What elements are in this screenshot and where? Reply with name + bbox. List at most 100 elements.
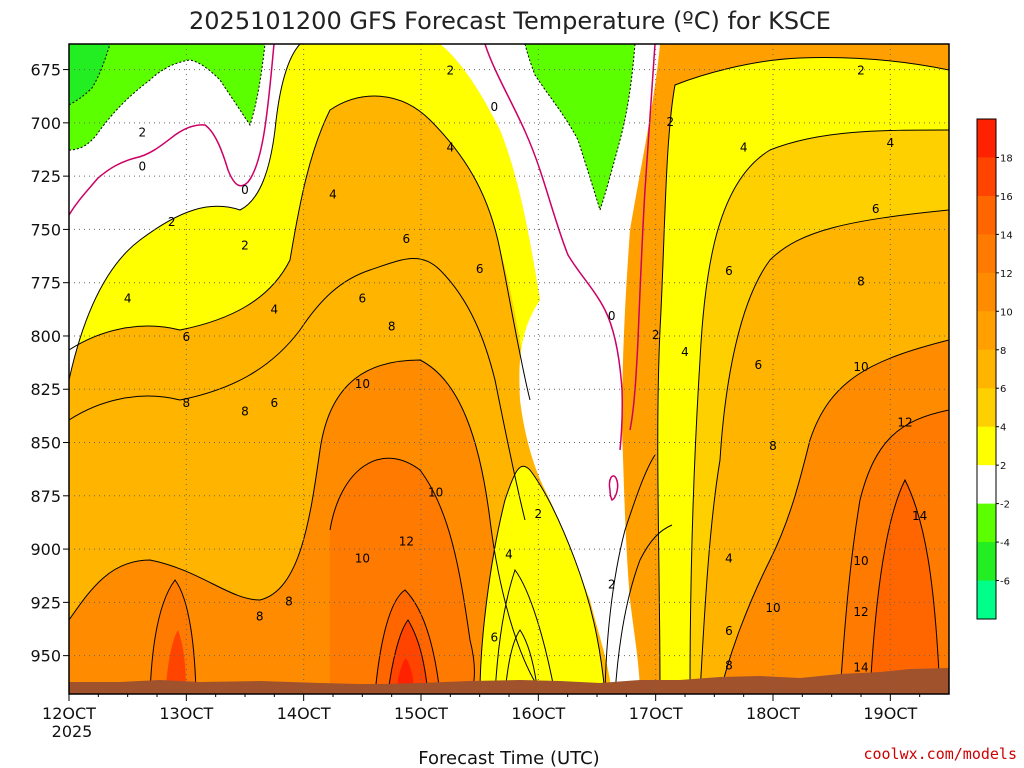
contour-label: 12 [897,415,912,429]
colorbar-tick-label: -6 [1000,577,1010,588]
y-axis: 675 700 725 750 775 800 825 850 875 900 925 950 [30,61,69,666]
contour-label: 14 [912,509,927,523]
freezing-line-center [484,44,623,451]
colorbar-tick-label: -4 [1000,538,1010,549]
x-axis-title: Forecast Time (UTC) [418,748,599,768]
colorbar-bin [977,388,996,428]
y-tick-label: 750 [30,220,61,239]
contour-label: 0 [139,160,147,174]
field-band-6-8-east [700,210,949,694]
x-axis: 12OCT 13OCT 14OCT 15OCT 16OCT 17OCT 18OCT 19OCT [42,694,921,723]
contour-line-12-east [869,478,941,694]
contour-label: 8 [725,658,733,672]
contour-label: 6 [183,330,191,344]
colorbar-tick-label: -2 [1000,500,1010,511]
colorbar-bin [977,349,996,389]
colorbar-tick-label: 4 [1000,423,1006,434]
contour-label: 4 [124,292,132,306]
y-tick-label: 775 [30,274,61,293]
contour-line-10-center [329,457,475,694]
contour-label: 0 [491,100,499,114]
contour-label: 4 [271,302,279,316]
x-tick-label: 12OCT [42,704,96,723]
contour-label: 8 [183,396,191,410]
contour-label: 2 [608,577,616,591]
contour-label: 4 [447,140,455,154]
contour-label: 4 [887,136,895,150]
contour-line-2-south [604,454,656,694]
contour-label: 8 [769,439,777,453]
x-tick-label: 15OCT [394,704,448,723]
colorbar-tick-label: 6 [1000,384,1006,395]
contour-label: 14 [853,660,868,674]
contour-label: 4 [329,187,337,201]
contour-label: 2 [652,328,660,342]
contour-label: 6 [403,232,411,246]
contour-label: 6 [725,624,733,638]
freezing-line-loop [608,475,619,502]
contour-label: 6 [872,202,880,216]
contour-label: 2 [447,64,455,78]
contour-line-8-east [719,339,949,694]
colorbar-tick-label: 18 [1000,153,1013,164]
y-tick-label: 900 [30,540,61,559]
field-band-minus-2-center [525,44,635,210]
colorbar: 18 16 14 12 10 8 6 4 2 -2 -4 -6 [976,118,1013,620]
colorbar-tick-label: 14 [1000,230,1013,241]
contour-label: 6 [491,631,499,645]
field-band-2-4-east [657,57,949,694]
contour-line-minus-4-west [69,44,111,106]
contour-label: 10 [853,360,868,374]
terrain-ground [69,668,949,694]
x-tick-label: 16OCT [511,704,565,723]
contour-label: 8 [285,594,293,608]
contour-label: 2 [857,64,865,78]
colorbar-frame [976,118,997,620]
contour-label: 10 [765,601,780,615]
contour-label: 6 [725,264,733,278]
contour-label: 2 [168,215,176,229]
contour-label: 6 [271,396,279,410]
contour-label: 2 [241,238,249,252]
contour-label: 10 [355,377,370,391]
colorbar-bin [977,542,996,582]
contour-line-10-east [839,409,949,694]
colorbar-tick-label: 16 [1000,192,1013,203]
y-tick-label: 725 [30,167,61,186]
contour-label: 8 [256,609,264,623]
colorbar-tick-label: 2 [1000,461,1006,472]
field-band-12-14-center [330,458,475,694]
colorbar-bin [977,311,996,351]
contour-line-10-west [149,579,197,694]
field-band-16-18-west [165,630,186,694]
x-tick-label: 18OCT [746,704,800,723]
contour-label: 12 [853,605,868,619]
contour-label: 4 [725,552,733,566]
colorbar-bin [977,157,996,197]
contour-line-2-west [69,44,301,381]
field-band-near-zero-west [69,44,300,380]
contour-line-4-center [494,568,556,694]
contour-label: 10 [853,554,868,568]
contour-line-6-center [504,629,539,694]
contour-line-6-west [69,257,526,521]
contour-label: 4 [681,345,689,359]
colorbar-bin [977,234,996,274]
temperature-field [69,44,949,694]
colorbar-bin [977,580,996,620]
contour-label: 10 [355,552,370,566]
y-tick-label: 925 [30,593,61,612]
freezing-line-west [69,44,275,216]
contour-label: 2 [535,507,543,521]
contour-label: 8 [241,405,249,419]
contour-label: 2 [667,115,675,129]
contour-line-8-west [69,359,541,691]
contour-line-6-east [699,209,949,694]
contour-label: 4 [740,140,748,154]
y-tick-label: 950 [30,647,61,666]
x-tick-label: 19OCT [863,704,917,723]
field-band-minus-2-west [69,44,265,150]
contour-label: 6 [476,262,484,276]
contour-label: 4 [505,547,513,561]
